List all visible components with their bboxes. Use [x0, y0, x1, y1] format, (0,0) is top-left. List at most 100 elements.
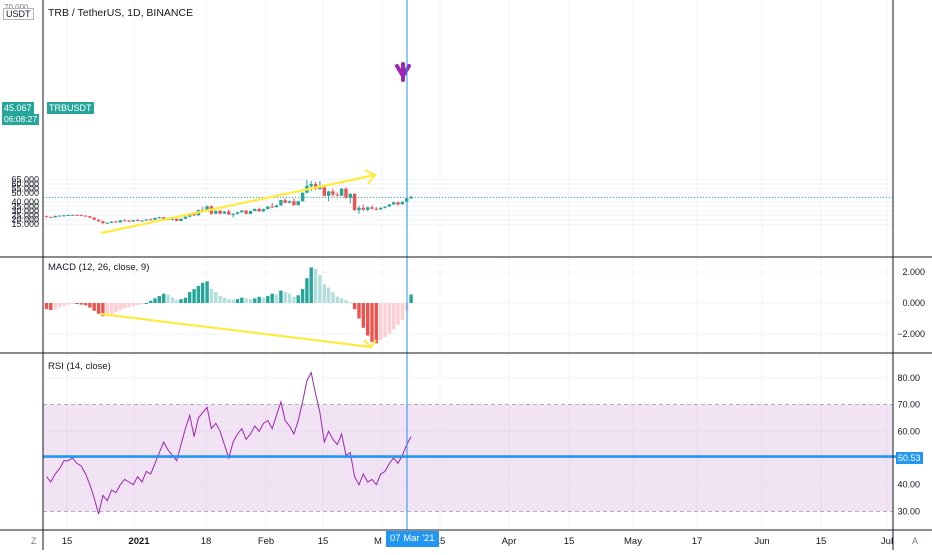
macd-histogram-bar: [379, 303, 383, 341]
macd-histogram-bar: [214, 292, 218, 303]
countdown-badge: 06:08:27: [2, 114, 40, 125]
candle-body: [227, 211, 231, 215]
candle-body: [109, 221, 114, 223]
candle-body: [131, 220, 135, 222]
macd-histogram-bar: [179, 299, 183, 303]
time-axis-tick-label: Feb: [258, 536, 274, 547]
macd-histogram-bar: [157, 296, 161, 303]
macd-title[interactable]: MACD (12, 26, close, 9): [48, 262, 150, 273]
macd-histogram-bar: [192, 289, 196, 304]
macd-histogram-bar: [140, 303, 144, 305]
time-axis-tick-label: Apr: [502, 536, 517, 547]
candle-body: [140, 220, 144, 222]
candle-body: [335, 194, 339, 196]
macd-histogram-bar: [105, 303, 109, 316]
candle-body: [118, 220, 122, 223]
macd-histogram-bar: [222, 297, 227, 303]
macd-histogram-bar: [235, 299, 240, 303]
macd-histogram-bar: [62, 303, 66, 307]
candle-body: [101, 221, 105, 224]
chart-title[interactable]: TRB / TetherUS, 1D, BINANCE: [48, 7, 194, 19]
candle-body: [153, 218, 157, 220]
macd-histogram-bar: [131, 303, 135, 307]
candle-body: [240, 210, 244, 213]
macd-histogram-bar: [283, 292, 287, 303]
symbol-badge: TRBUSDT: [47, 102, 94, 114]
macd-histogram-bar: [109, 303, 114, 314]
macd-histogram-bar: [114, 303, 118, 313]
macd-histogram-bar: [352, 303, 357, 310]
time-axis-tick-label: Jul: [881, 536, 893, 547]
candle-body: [66, 215, 70, 216]
macd-histogram-bar: [261, 297, 266, 303]
macd-histogram-bar: [313, 268, 318, 303]
candle-body: [392, 202, 396, 205]
candle-body: [374, 208, 378, 210]
macd-histogram-bar: [396, 303, 400, 325]
auto-scale-button[interactable]: A: [912, 536, 919, 546]
macd-histogram-bar: [348, 302, 352, 304]
candle-body: [222, 211, 227, 214]
rsi-axis-tick-label: 30.00: [897, 506, 920, 516]
time-axis-tick-label: 15: [816, 536, 827, 547]
macd-histogram-bar: [344, 299, 348, 303]
price-axis-tick-label: 15.000: [11, 219, 39, 229]
zoom-button[interactable]: Z: [31, 536, 37, 546]
macd-histogram-bar: [166, 294, 170, 303]
axis-ticks: 65.00060.00055.00050.00040.00035.00030.0…: [11, 175, 925, 547]
macd-histogram-bar: [149, 300, 153, 303]
candle-body: [257, 209, 261, 212]
macd-histogram-bar: [335, 296, 339, 303]
macd-histogram-bar: [287, 293, 292, 303]
macd-histogram-bar: [279, 290, 283, 303]
axis-unit-label[interactable]: USDT: [3, 8, 34, 20]
price-axis-tick-label: 40.000: [11, 197, 39, 207]
macd-histogram-bar: [188, 292, 192, 303]
macd-histogram-bar: [53, 303, 57, 310]
last-price-badge: 45.067: [2, 102, 34, 114]
rsi-axis-tick-label: 40.00: [897, 480, 920, 490]
candle-body: [253, 209, 257, 211]
macd-histogram-bar: [201, 282, 205, 304]
time-axis-tick-label: M: [374, 536, 382, 547]
candle-body: [370, 207, 374, 209]
macd-histogram-bar: [101, 303, 105, 317]
candle-body: [331, 191, 335, 195]
candle-body: [357, 207, 361, 211]
macd-histogram-bar: [92, 303, 96, 311]
candle-body: [96, 219, 101, 222]
macd-pane: [44, 267, 413, 349]
macd-histogram-bar: [357, 303, 361, 319]
macd-histogram-bar: [57, 303, 62, 308]
macd-histogram-bar: [170, 297, 175, 303]
candle-body: [248, 211, 253, 214]
macd-histogram-bar: [118, 303, 122, 310]
macd-histogram-bar: [183, 297, 188, 303]
rsi-title[interactable]: RSI (14, close): [48, 361, 111, 372]
candle-body: [144, 219, 148, 221]
candle-body: [283, 200, 287, 203]
candle-body: [352, 193, 357, 211]
macd-histogram-bar: [153, 298, 157, 303]
macd-histogram-bar: [75, 303, 79, 304]
macd-histogram-bar: [96, 303, 101, 314]
price-axis-tick-label: 65.000: [11, 175, 39, 185]
macd-histogram-bar: [370, 303, 374, 342]
macd-histogram-bar: [274, 294, 279, 303]
time-axis-tick-label: Jun: [754, 536, 769, 547]
macd-histogram-bar: [240, 297, 244, 303]
time-axis-tick-label: 15: [318, 536, 329, 547]
candle-body: [179, 218, 183, 221]
candle-body: [79, 215, 83, 217]
candle-body: [279, 200, 283, 206]
time-axis-tick-label: 15: [435, 536, 446, 547]
candle-body: [183, 216, 188, 219]
macd-histogram-bar: [70, 303, 75, 304]
candle-body: [300, 192, 305, 202]
macd-histogram-bar: [135, 303, 140, 306]
grid: [43, 0, 893, 530]
macd-histogram-bar: [66, 303, 70, 305]
candle-body: [235, 212, 240, 214]
time-axis-tick-label: 15: [62, 536, 73, 547]
